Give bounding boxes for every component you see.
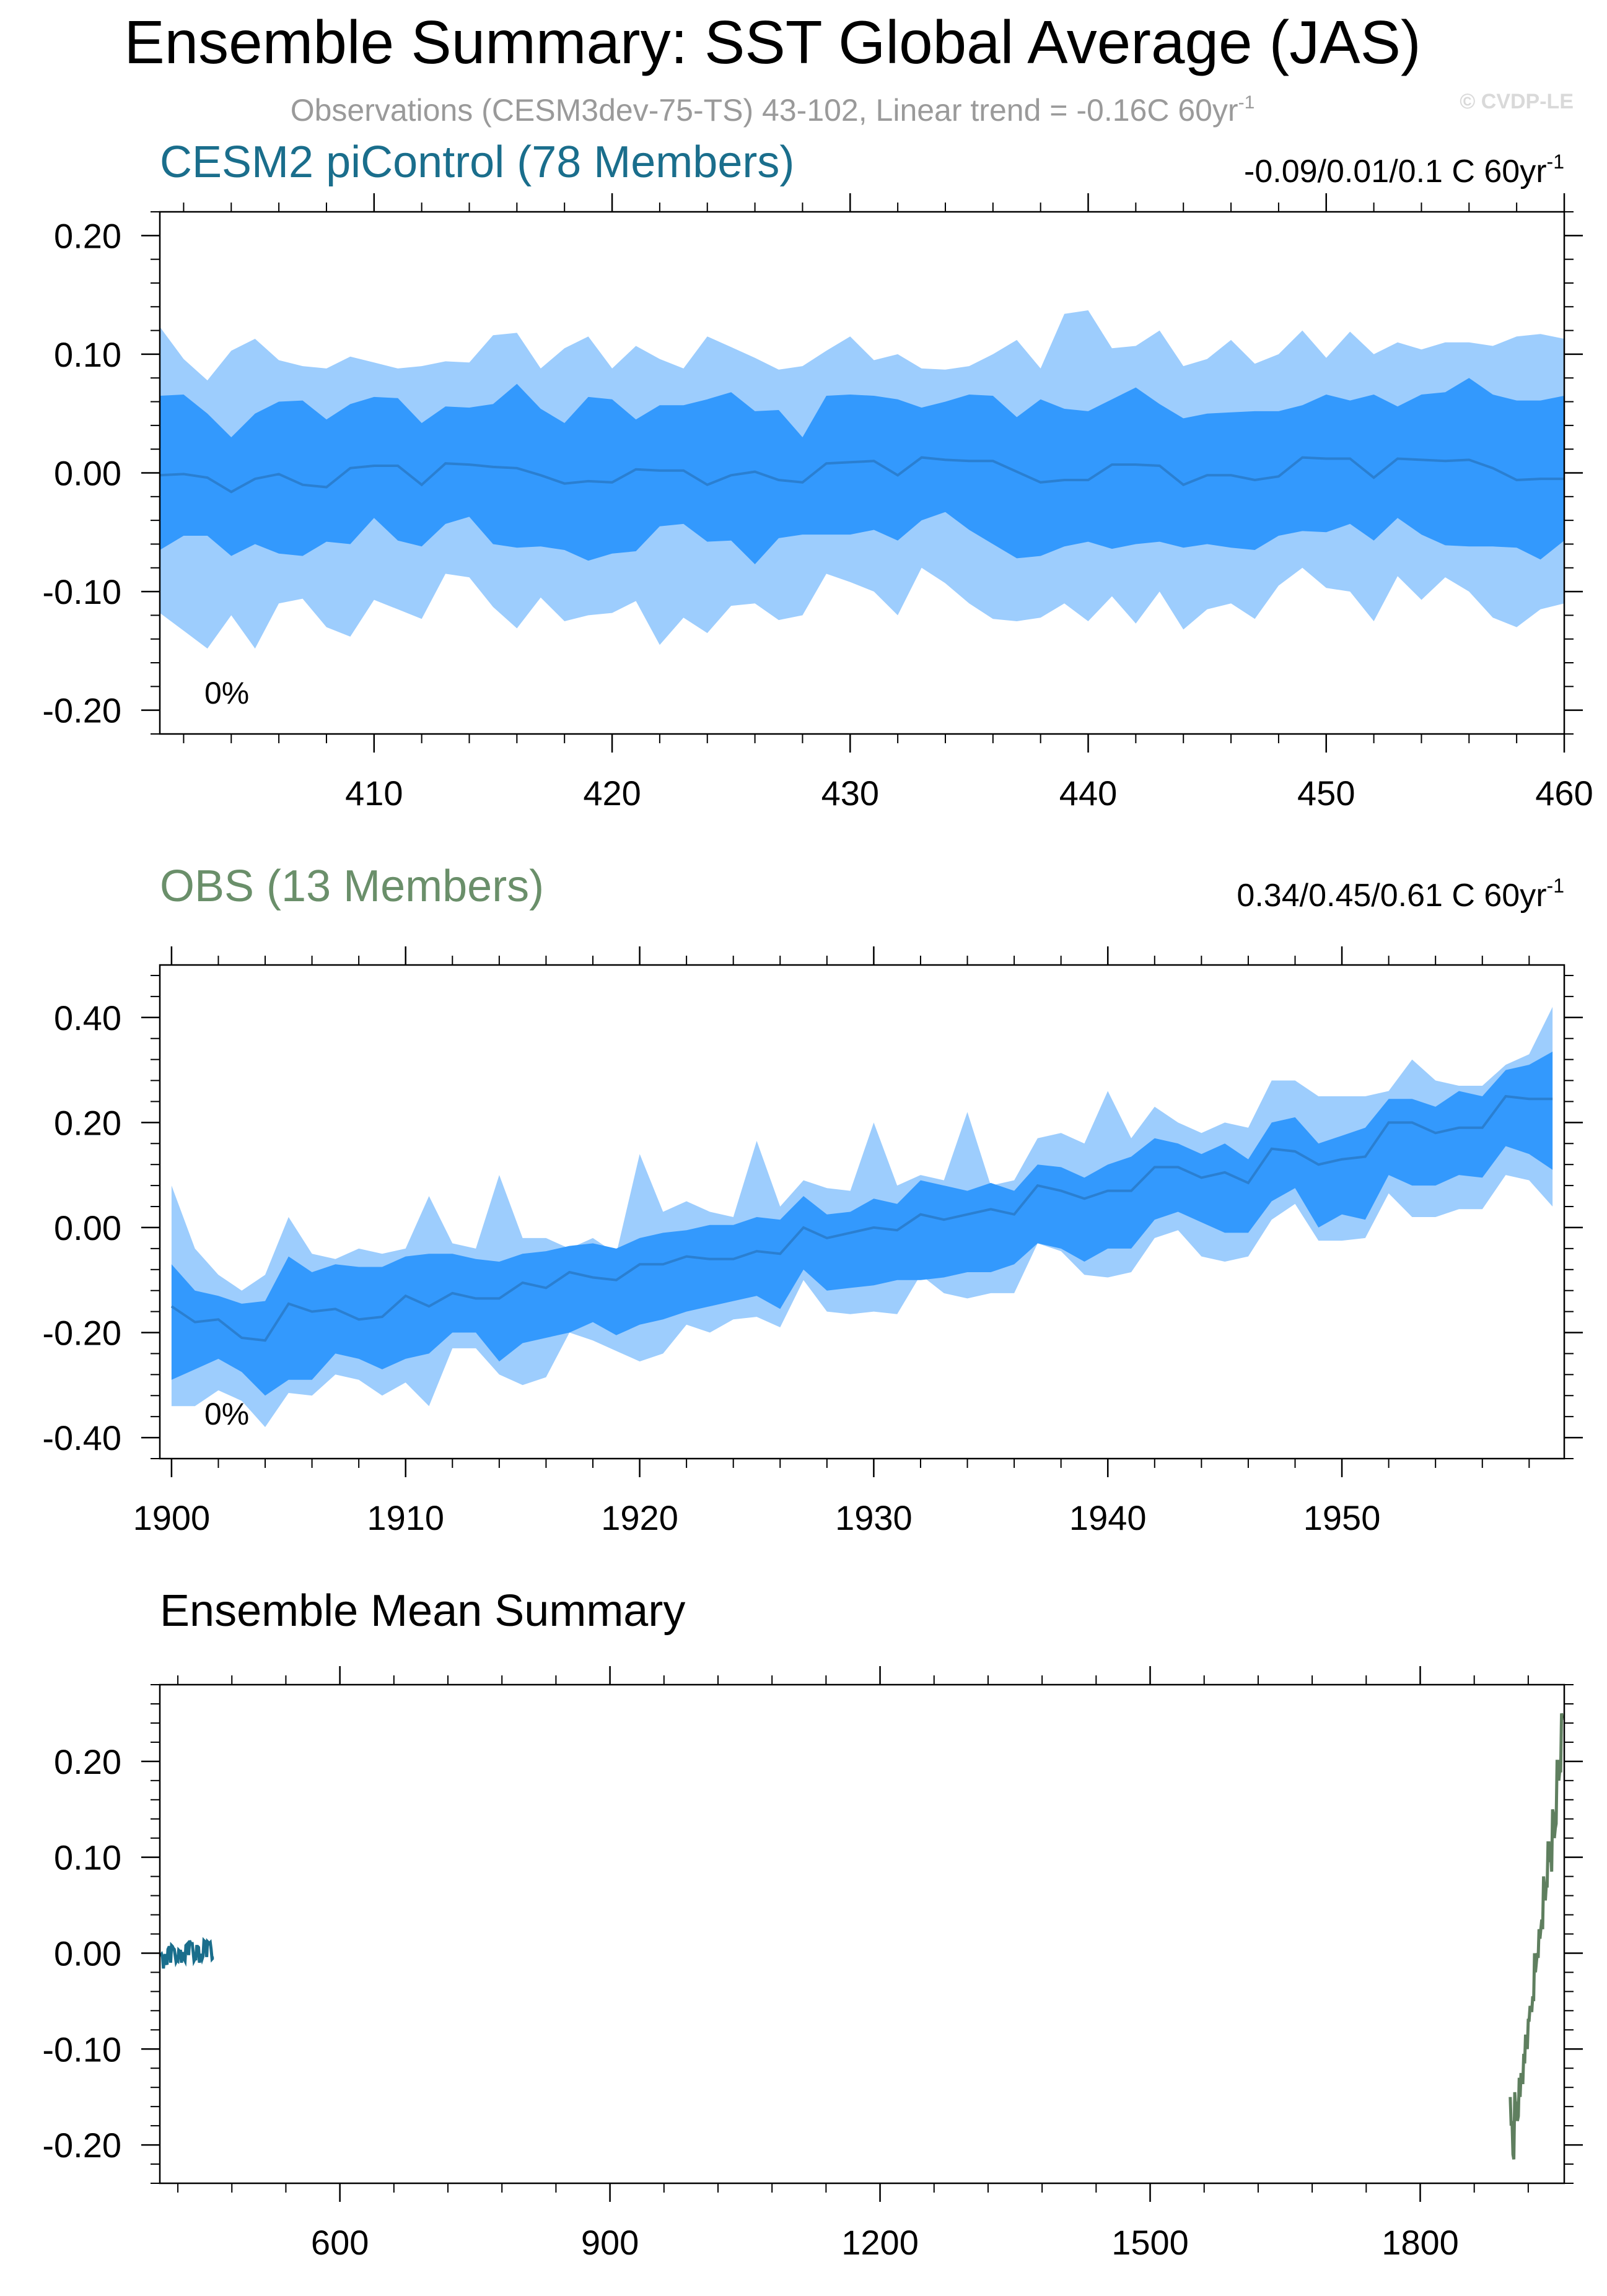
panel-0-x-tick-label: 410 [345,774,403,813]
panel-1-x-tick-label: 1910 [367,1498,444,1537]
panel-0-y-tick-label: 0.10 [54,335,121,374]
obs-trend-text: 0.34/0.45/0.61 C 60yr-1 [1237,875,1564,914]
cesm2-panel-title: CESM2 piControl (78 Members) [160,137,794,187]
panel-2-obs-mean-line [1508,1713,1564,2160]
panel-2-y-tick-label: 0.00 [54,1934,121,1973]
panel-0-y-tick-label: -0.20 [42,691,121,730]
panel-1-x-tick-label: 1950 [1303,1498,1381,1537]
panel-0-ensemble-mean-line [159,456,1564,494]
obs-panel-title: OBS (13 Members) [160,862,544,911]
panel-0-y-tick-label: 0.20 [54,216,121,255]
panel-1-y-tick-label: 0.00 [54,1208,121,1247]
panel-1-y-tick-label: 0.20 [54,1103,121,1142]
panel-1-ensemble-mean-line [170,1094,1553,1342]
panel-2-x-tick-label: 900 [581,2223,639,2262]
cesm2-trend-text: -0.09/0.01/0.1 C 60yr-1 [1244,151,1564,190]
obs-percent-label: 0% [204,1397,249,1431]
ensemble-mean-panel: Ensemble Mean Summary 600 900 1200 1500 1800… [42,1586,1583,2262]
panel-1-plot-frame [159,964,1565,1460]
subtitle-text: Observations (CESM3dev-75-TS) 43-102, Li… [291,93,1238,128]
panel-2-y-tick-label: -0.20 [42,2126,121,2165]
panel-1-x-tick-label: 1920 [601,1498,678,1537]
panel-2-y-tick-label: -0.10 [42,2030,121,2069]
panel-2-x-tick-label: 1800 [1381,2223,1459,2262]
panel-0-x-tick-label: 460 [1535,774,1593,813]
panel-1-y-tick-label: -0.40 [42,1418,121,1457]
panel-1-x-tick-label: 1900 [133,1498,211,1537]
panel-2-plot-frame [159,1683,1565,2185]
cesm2-percent-label: 0% [204,676,249,710]
figure-subtitle: Observations (CESM3dev-75-TS) 43-102, Li… [291,92,1255,128]
figure-title: Ensemble Summary: SST Global Average (JA… [124,8,1421,76]
watermark: © CVDP-LE [1460,90,1574,113]
panel-1-y-tick-label: 0.40 [54,998,121,1037]
panel-1-inner-range-band [171,1051,1553,1396]
panel-0-y-tick-label: -0.10 [42,572,121,611]
panel-2-x-tick-label: 1500 [1111,2223,1189,2262]
panel-1-x-tick-label: 1940 [1069,1498,1147,1537]
panel-2-x-tick-label: 600 [311,2223,369,2262]
panel-2-x-tick-label: 1200 [841,2223,919,2262]
panel-1-y-tick-label: -0.20 [42,1314,121,1353]
panel-0-x-tick-label: 440 [1059,774,1117,813]
subtitle-superscript: -1 [1238,92,1255,113]
panel-2-y-tick-label: 0.20 [54,1742,121,1781]
panel-0-x-tick-label: 450 [1297,774,1355,813]
cesm2-picontrol-panel: CESM2 piControl (78 Members) -0.09/0.01/… [42,137,1593,813]
panel-0-y-tick-label: 0.00 [54,454,121,493]
panel-1-x-tick-label: 1930 [835,1498,913,1537]
ensemble-mean-panel-title: Ensemble Mean Summary [160,1586,685,1636]
panel-2-cesm2-mean-line [159,1937,214,1969]
panel-2-y-tick-label: 0.10 [54,1838,121,1877]
panel-0-x-tick-label: 430 [821,774,879,813]
panel-0-x-tick-label: 420 [583,774,641,813]
panel-0-inner-range-band [160,378,1564,564]
obs-panel: OBS (13 Members) 0.34/0.45/0.61 C 60yr-1… [42,862,1583,1537]
